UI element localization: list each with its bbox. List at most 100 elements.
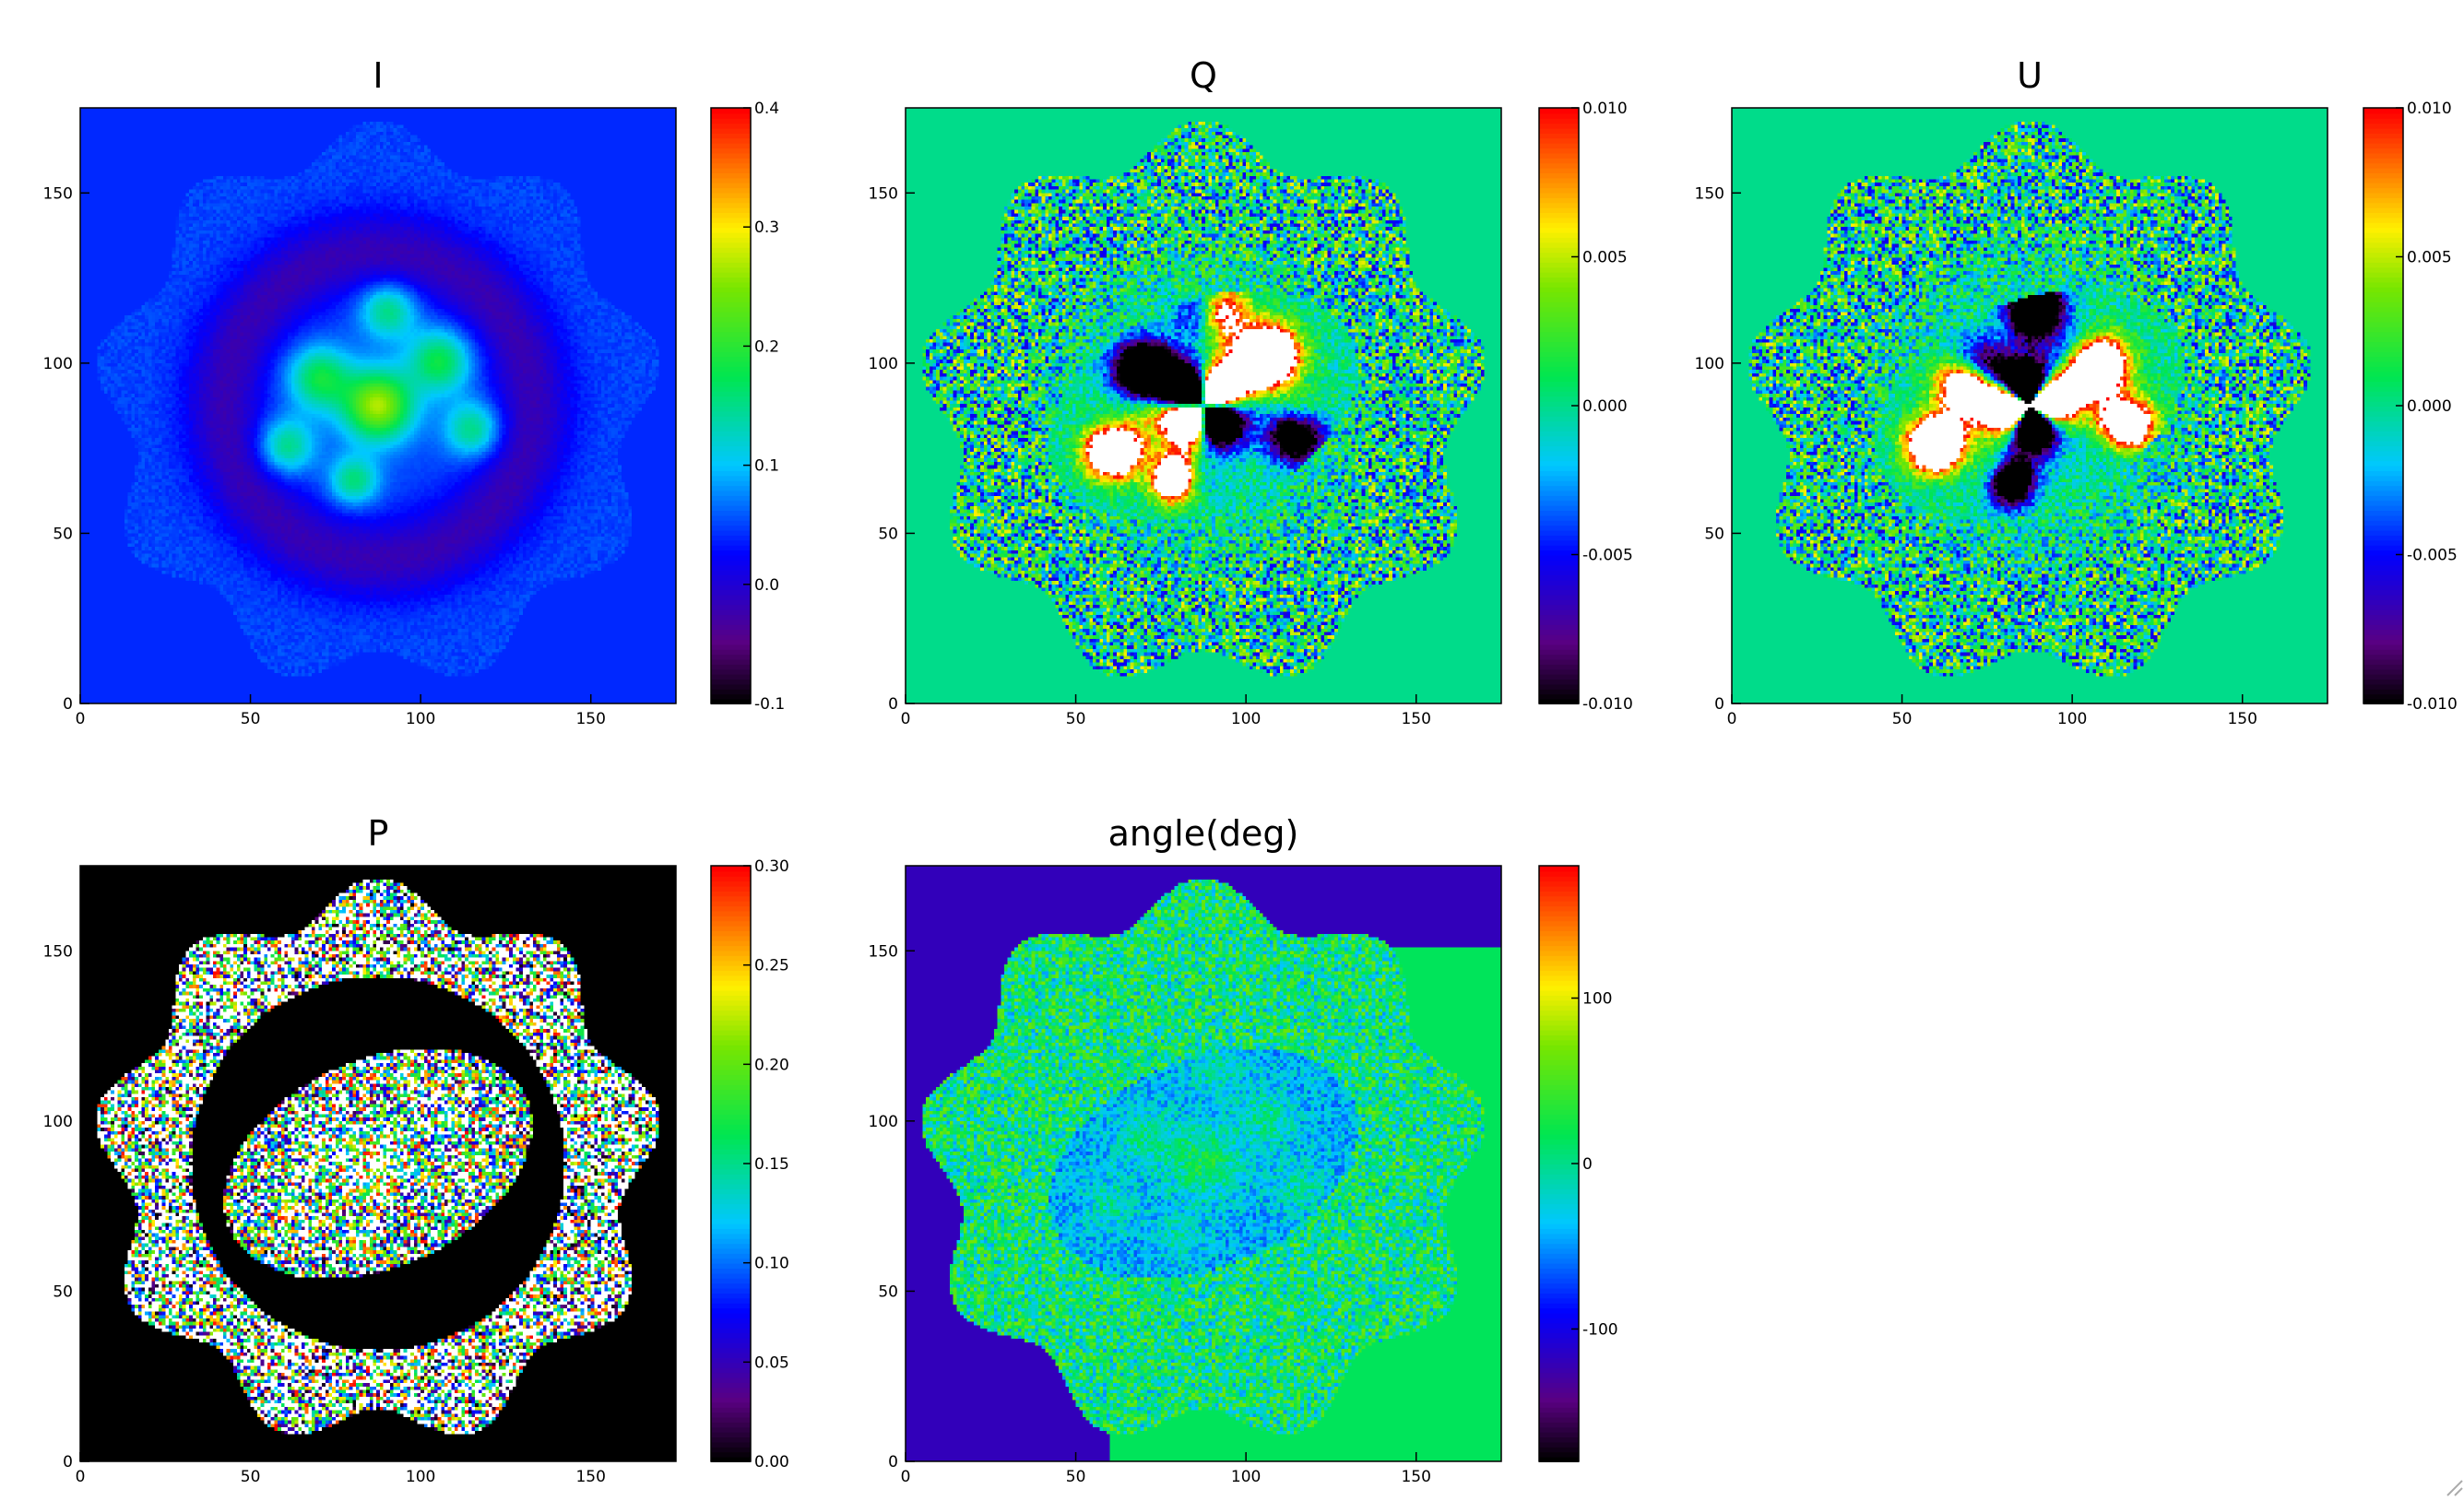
x-tick-label: 0 (901, 1468, 911, 1486)
colorbar-segment (1539, 485, 1579, 491)
colorbar-segment (1539, 1054, 1579, 1060)
y-tick-label: 150 (1695, 184, 1724, 203)
colorbar-segment (711, 152, 751, 159)
panel-4: P0 50 100 1500501001500.000.050.100.150.200… (43, 813, 789, 1486)
colorbar-segment (2363, 301, 2403, 308)
y-tick-label: 0 (888, 1453, 898, 1471)
colorbar-segment (711, 375, 751, 383)
colorbar-segment (2363, 325, 2403, 333)
colorbar-segment (1539, 346, 1579, 352)
colorbar-segment (711, 346, 751, 352)
colorbar-segment (711, 132, 751, 139)
colorbar-frame (710, 107, 752, 704)
colorbar-segment (711, 1010, 751, 1016)
colorbar-segment (1539, 137, 1579, 144)
colorbar-segment (711, 266, 751, 273)
colorbar-segment (2363, 108, 2403, 114)
colorbar-segment (1539, 415, 1579, 422)
colorbar-segment (2363, 629, 2403, 635)
colorbar-segment (1539, 1193, 1579, 1200)
colorbar-segment (711, 356, 751, 362)
colorbar-segment (1539, 1381, 1579, 1389)
colorbar-segment (1539, 1352, 1579, 1358)
colorbar-segment (1539, 1347, 1579, 1353)
colorbar-segment (711, 311, 751, 318)
colorbar-segment (711, 1024, 751, 1031)
colorbar-segment (1539, 400, 1579, 407)
colorbar-segment (711, 1322, 751, 1329)
panel-2: Q 0 50 100 150 0 50 100 150 -0.010 -0.005 0.000 0.00… (869, 55, 1633, 728)
colorbar-segment (711, 975, 751, 981)
colorbar-segment (2363, 658, 2403, 665)
colorbar-segment (1539, 127, 1579, 134)
x-tick-label: 50 (1066, 1468, 1086, 1486)
colorbar-segment (2363, 529, 2403, 536)
colorbar-segment (711, 1327, 751, 1334)
colorbar-segment (1539, 999, 1579, 1006)
colorbar-segment (711, 256, 751, 263)
colorbar-segment (711, 1268, 751, 1274)
panel-3: U 0 50 100 150 0 50 100 150 -0.010 -0.005 0.000 0.00… (1695, 55, 2458, 728)
colorbar-segment (711, 994, 751, 1001)
colorbar-segment (1539, 1421, 1579, 1428)
colorbar-segment (1539, 1277, 1579, 1284)
panel-5: angle(deg) 0 50 100 150 0 50 100 150 -100 0 100 (869, 813, 1618, 1486)
colorbar-segment (711, 167, 751, 173)
colorbar-segment (711, 381, 751, 387)
colorbar-segment (1539, 920, 1579, 927)
colorbar-segment (1539, 598, 1579, 606)
colorbar-segment (1539, 866, 1579, 872)
panel-title: angle(deg) (1108, 813, 1299, 854)
colorbar-segment (1539, 910, 1579, 916)
colorbar-segment (711, 679, 751, 685)
colorbar-segment (1539, 1431, 1579, 1438)
colorbar-segment (711, 406, 751, 412)
colorbar-segment (1539, 1317, 1579, 1324)
colorbar-segment (1539, 202, 1579, 208)
colorbar-segment (1539, 1158, 1579, 1164)
colorbar-segment (1539, 648, 1579, 656)
colorbar-segment (1539, 217, 1579, 223)
y-tick-label: 0 (63, 695, 73, 714)
colorbar-segment (2363, 346, 2403, 352)
colorbar-segment (1539, 1079, 1579, 1085)
colorbar-segment (711, 688, 751, 695)
colorbar-segment (1539, 341, 1579, 348)
x-tick-label: 100 (406, 1468, 435, 1486)
colorbar-tick-label: -100 (1582, 1320, 1618, 1339)
colorbar-segment (711, 1292, 751, 1299)
colorbar-segment (711, 242, 751, 248)
colorbar-segment (711, 460, 751, 467)
colorbar-segment (1539, 885, 1579, 892)
colorbar-segment (711, 539, 751, 546)
colorbar-segment (711, 1366, 751, 1374)
colorbar-segment (1539, 117, 1579, 124)
colorbar-segment (1539, 1129, 1579, 1135)
colorbar-segment (711, 866, 751, 872)
colorbar-segment (2363, 112, 2403, 119)
colorbar-segment (2363, 539, 2403, 546)
colorbar-segment (1539, 108, 1579, 114)
colorbar-segment (711, 123, 751, 129)
colorbar-segment (1539, 350, 1579, 358)
colorbar-segment (2363, 430, 2403, 437)
colorbar-segment (711, 212, 751, 219)
colorbar-segment (711, 1341, 751, 1349)
colorbar-tick-label: 0.0 (754, 576, 779, 595)
colorbar-segment (711, 1337, 751, 1343)
colorbar-segment (1539, 1377, 1579, 1383)
colorbar-segment (2363, 291, 2403, 298)
colorbar-segment (1539, 1416, 1579, 1423)
colorbar-segment (711, 227, 751, 233)
colorbar-segment (711, 365, 751, 372)
colorbar-segment (1539, 870, 1579, 877)
colorbar-segment (711, 910, 751, 916)
colorbar-segment (711, 1436, 751, 1443)
colorbar-segment (711, 187, 751, 194)
resize-grip-icon[interactable] (2442, 1475, 2464, 1497)
colorbar-segment (1539, 1164, 1579, 1170)
colorbar-segment (711, 945, 751, 951)
colorbar-segment (1539, 246, 1579, 254)
colorbar-segment (2363, 123, 2403, 129)
colorbar-segment (1539, 1332, 1579, 1339)
